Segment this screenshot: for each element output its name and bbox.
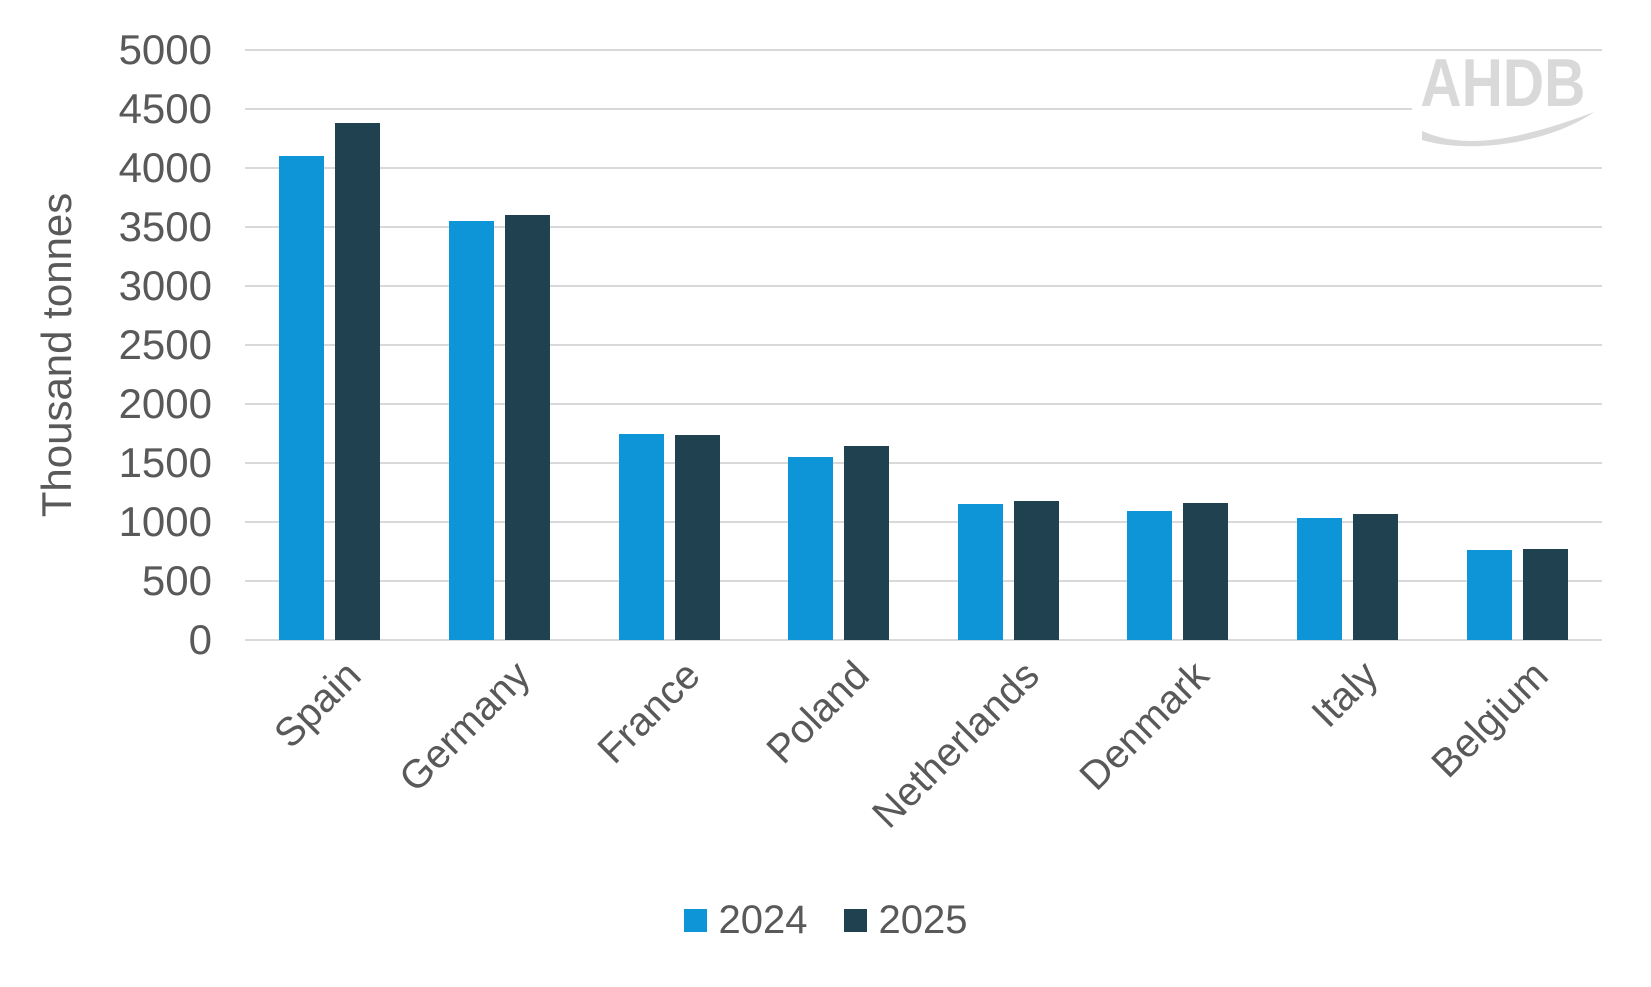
x-label-belgium: Belgium bbox=[1422, 653, 1557, 787]
bar-italy-2025 bbox=[1353, 513, 1399, 640]
y-tick-label-5000: 5000 bbox=[118, 26, 212, 73]
bar-group-denmark bbox=[1093, 50, 1263, 640]
bar-germany-2024 bbox=[448, 221, 494, 640]
y-tick-label-2500: 2500 bbox=[118, 321, 212, 368]
gridline-5000 bbox=[245, 49, 1602, 51]
gridline-1500 bbox=[245, 462, 1602, 464]
bar-italy-2024 bbox=[1297, 518, 1343, 640]
bar-group-belgium bbox=[1432, 50, 1602, 640]
y-tick-label-1500: 1500 bbox=[118, 439, 212, 486]
gridline-0 bbox=[245, 639, 1602, 641]
gridline-1000 bbox=[245, 521, 1602, 523]
y-tick-label-4000: 4000 bbox=[118, 144, 212, 191]
y-tick-label-1000: 1000 bbox=[118, 498, 212, 545]
legend-swatch-2025 bbox=[843, 909, 867, 932]
gridline-2500 bbox=[245, 344, 1602, 346]
y-tick-label-4500: 4500 bbox=[118, 85, 212, 132]
gridline-500 bbox=[245, 580, 1602, 582]
y-tick-label-2000: 2000 bbox=[118, 380, 212, 427]
legend-label-2024: 2024 bbox=[718, 898, 808, 942]
bar-belgium-2025 bbox=[1522, 548, 1568, 640]
bar-group-france bbox=[584, 50, 754, 640]
bar-denmark-2025 bbox=[1183, 502, 1229, 640]
bar-spain-2025 bbox=[335, 123, 381, 640]
bar-netherlands-2025 bbox=[1013, 501, 1059, 640]
x-label-poland: Poland bbox=[758, 653, 878, 773]
x-label-italy: Italy bbox=[1303, 653, 1387, 736]
bar-netherlands-2024 bbox=[957, 503, 1003, 640]
x-label-denmark: Denmark bbox=[1071, 653, 1218, 799]
y-tick-label-3500: 3500 bbox=[118, 203, 212, 250]
gridline-2000 bbox=[245, 403, 1602, 405]
bar-group-germany bbox=[415, 50, 585, 640]
y-axis-tick-labels: 0 500 1000 1500 2000 2500 3000 3500 4000 4500 5000 bbox=[0, 0, 212, 987]
ahdb-logo-text: AHDB bbox=[1420, 45, 1586, 121]
bar-france-2024 bbox=[618, 433, 664, 640]
bar-group-netherlands bbox=[924, 50, 1094, 640]
bar-france-2025 bbox=[674, 434, 720, 640]
bar-denmark-2024 bbox=[1127, 510, 1173, 640]
y-tick-label-0: 0 bbox=[188, 616, 212, 663]
gridline-3500 bbox=[245, 226, 1602, 228]
gridline-4000 bbox=[245, 167, 1602, 169]
x-label-spain: Spain bbox=[265, 653, 369, 757]
legend: 2024 2025 bbox=[0, 898, 1651, 943]
bar-poland-2025 bbox=[844, 446, 890, 640]
ahdb-logo: AHDB bbox=[1412, 45, 1604, 156]
y-tick-label-3000: 3000 bbox=[118, 262, 212, 309]
legend-swatch-2024 bbox=[683, 909, 707, 932]
gridline-3000 bbox=[245, 285, 1602, 287]
bar-spain-2024 bbox=[279, 156, 325, 640]
x-label-germany: Germany bbox=[391, 653, 539, 801]
bar-poland-2024 bbox=[788, 457, 834, 640]
bar-germany-2025 bbox=[504, 215, 550, 640]
legend-label-2025: 2025 bbox=[878, 898, 968, 942]
legend-item-2025: 2025 bbox=[843, 898, 968, 943]
x-label-netherlands: Netherlands bbox=[863, 653, 1048, 837]
gridline-4500 bbox=[245, 108, 1602, 110]
bar-group-italy bbox=[1263, 50, 1433, 640]
plot-area bbox=[245, 49, 1602, 641]
ahdb-logo-wave-icon bbox=[1422, 111, 1594, 146]
x-label-france: France bbox=[589, 653, 709, 773]
x-axis-labels: Spain Germany France Poland Netherlands Denma… bbox=[0, 653, 1651, 883]
bar-group-spain bbox=[245, 50, 415, 640]
bar-belgium-2024 bbox=[1466, 549, 1512, 640]
legend-item-2024: 2024 bbox=[683, 898, 808, 943]
y-tick-label-500: 500 bbox=[141, 557, 212, 604]
bar-group-poland bbox=[754, 50, 924, 640]
